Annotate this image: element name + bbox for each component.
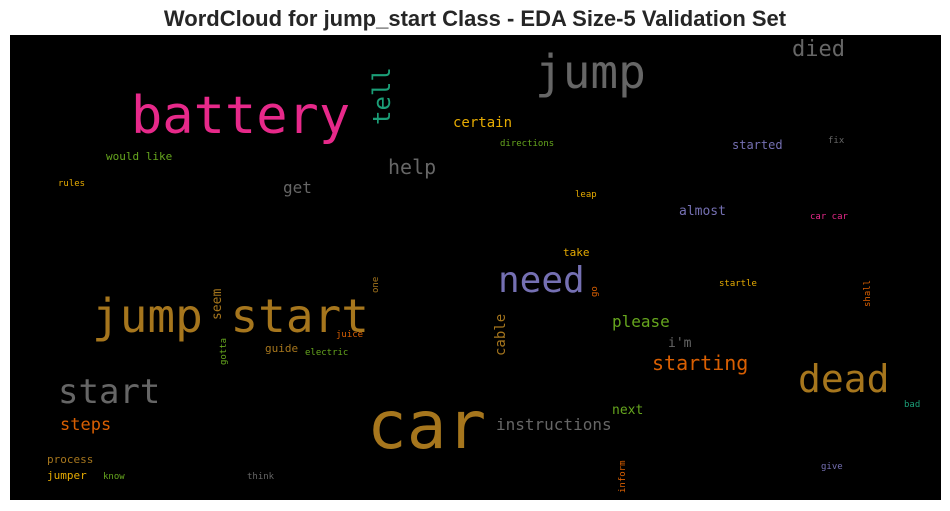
word-jump-start: jump start <box>92 289 369 343</box>
word-leap: leap <box>575 190 597 200</box>
word-car: car <box>367 387 487 464</box>
word-process: process <box>47 453 94 466</box>
word-certain: certain <box>453 115 513 131</box>
word-take: take <box>563 246 590 259</box>
word-directions: directions <box>500 139 555 149</box>
word-steps: steps <box>60 415 112 435</box>
word-car-car: car car <box>810 212 848 222</box>
word-startle: startle <box>719 279 757 289</box>
word-died: died <box>792 37 845 62</box>
word-instructions: instructions <box>496 415 612 434</box>
word-help: help <box>388 155 437 179</box>
word-know: know <box>103 472 125 482</box>
word-seem: seem <box>210 288 225 320</box>
word-need: need <box>498 260 585 301</box>
chart-title: WordCloud for jump_start Class - EDA Siz… <box>163 6 787 31</box>
word-go: go <box>590 286 600 297</box>
word-cable: cable <box>493 313 509 356</box>
wordcloud-canvas: car battery jump start jump dead need start tel… <box>10 35 941 500</box>
word-one: one <box>371 276 381 293</box>
word-almost: almost <box>679 204 726 219</box>
word-jumper: jumper <box>47 469 87 482</box>
word-battery: battery <box>131 86 351 146</box>
word-tell: tell <box>368 67 396 125</box>
word-fix: fix <box>828 136 845 146</box>
word-think: think <box>247 472 275 482</box>
word-gotta: gotta <box>219 337 229 365</box>
word-dead: dead <box>798 357 890 401</box>
word-please: please <box>612 312 670 331</box>
word-starting: starting <box>652 351 749 375</box>
word-start: start <box>58 372 161 412</box>
word-started: started <box>732 138 783 152</box>
word-next: next <box>612 403 644 418</box>
word-inform: inform <box>618 460 628 493</box>
word-give: give <box>821 462 843 472</box>
word-rules: rules <box>58 179 86 189</box>
word-jump: jump <box>535 45 646 99</box>
word-i-m: i'm <box>668 336 692 351</box>
word-guide: guide <box>265 342 299 355</box>
word-electric: electric <box>305 348 349 358</box>
word-shall: shall <box>863 279 873 307</box>
word-get: get <box>283 178 312 197</box>
word-would-like: would like <box>106 150 173 163</box>
word-bad: bad <box>904 400 921 410</box>
word-juice: juice <box>336 330 364 340</box>
